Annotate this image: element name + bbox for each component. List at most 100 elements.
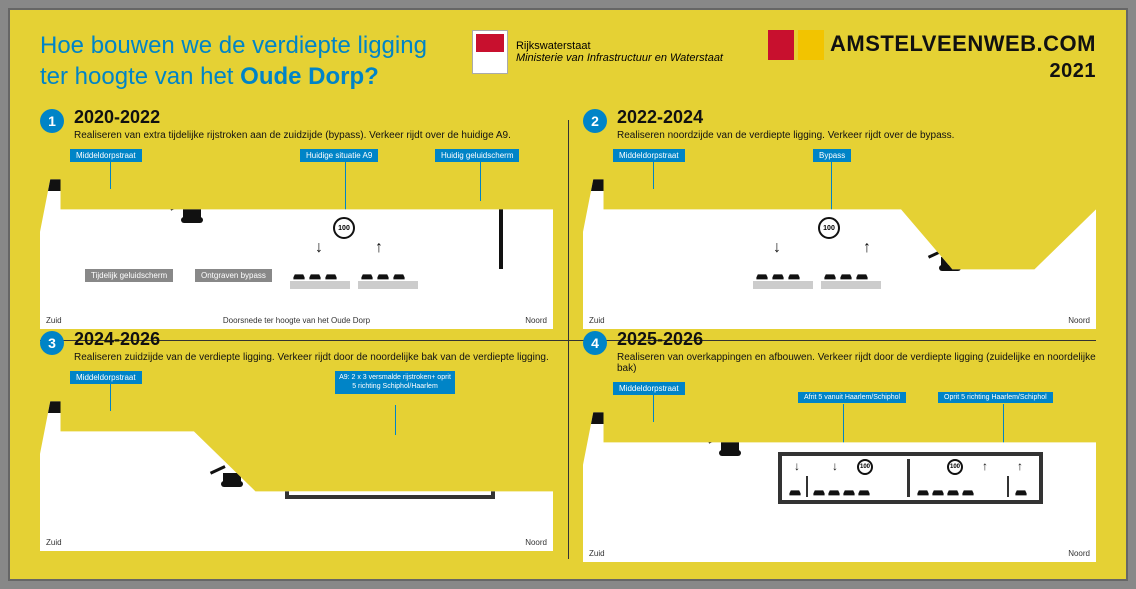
caption-noord: Noord [525, 316, 547, 325]
car-row [297, 481, 341, 491]
page-title: Hoe bouwen we de verdiepte ligging ter h… [40, 30, 427, 92]
pointer-line [110, 383, 111, 411]
caption-noord: Noord [1068, 316, 1090, 325]
label-middeldorpstraat: Middeldorpstraat [70, 149, 142, 162]
arrow-up-icon: ↑ [1017, 459, 1023, 473]
num-badge: 1 [40, 109, 64, 133]
label-bypass: Bypass [813, 149, 851, 162]
house-icon [46, 161, 72, 191]
road-block [623, 420, 653, 428]
pointer-line [653, 394, 654, 422]
tunnel-box: ↓ ↓ 100 100 ↑ ↑ [778, 452, 1043, 504]
panel-years: 2022-2024 [617, 107, 954, 128]
label-middeldorpstraat: Middeldorpstraat [613, 149, 685, 162]
org-text: Rijkswaterstaat Ministerie van Infrastru… [516, 40, 723, 64]
lion-shield-icon [798, 30, 824, 60]
house-icon [589, 161, 615, 191]
label-a9-versmald: A9: 2 x 3 versmalde rijstroken+ oprit 5 … [335, 371, 455, 394]
title-block: Hoe bouwen we de verdiepte ligging ter h… [40, 30, 427, 92]
caption-zuid: Zuid [46, 316, 62, 325]
panel-desc: Realiseren noordzijde van de verdiepte l… [617, 130, 954, 141]
panel-years: 2024-2026 [74, 329, 549, 350]
building-icon [116, 396, 138, 418]
label-huidige-situatie: Huidige situatie A9 [300, 149, 378, 162]
panel-desc: Realiseren van overkappingen en afbouwen… [617, 352, 1096, 374]
arrow-down-icon: ↓ [307, 450, 314, 466]
panel-desc: Realiseren van extra tijdelijke rijstrok… [74, 130, 511, 141]
info-banner: Hoe bouwen we de verdiepte ligging ter h… [8, 8, 1128, 581]
car-row [360, 271, 406, 281]
pointer-line [653, 161, 654, 189]
road-segment [753, 281, 813, 289]
road-block [623, 187, 653, 195]
caption-noord: Noord [525, 538, 547, 547]
sound-screen [499, 194, 503, 269]
car-row [755, 271, 801, 281]
caption-noord: Noord [1068, 549, 1090, 558]
pointer-line [1003, 404, 1004, 446]
speed-sign-100: 100 [333, 217, 355, 239]
num-badge: 4 [583, 331, 607, 355]
header: Hoe bouwen we de verdiepte ligging ter h… [40, 30, 1096, 92]
tunnel-divider [1007, 476, 1009, 497]
label-tijdelijk-geluidscherm: Tijdelijk geluidscherm [85, 269, 173, 282]
house-icon [589, 394, 615, 424]
panel-head: 2 2022-2024 Realiseren noordzijde van de… [583, 107, 1096, 141]
building-icon [659, 174, 681, 196]
label-middeldorpstraat: Middeldorpstraat [613, 382, 685, 395]
num-badge: 2 [583, 109, 607, 133]
panel-head: 3 2024-2026 Realiseren zuidzijde van de … [40, 329, 553, 363]
watermark-icons [768, 30, 824, 60]
house-icon [46, 383, 72, 413]
excavator-icon [175, 199, 205, 219]
arrow-up-icon: ↑ [375, 239, 383, 257]
pointer-line [110, 161, 111, 189]
num-badge: 3 [40, 331, 64, 355]
arrow-down-icon: ↓ [315, 239, 323, 257]
org-name: Rijkswaterstaat [516, 40, 723, 52]
panel-years: 2025-2026 [617, 329, 1096, 350]
label-ontgraven-bypass: Ontgraven bypass [195, 269, 272, 282]
panel-desc: Realiseren zuidzijde van de verdiepte li… [74, 352, 549, 363]
arrow-down-icon: ↓ [794, 459, 800, 473]
building-icon [116, 174, 138, 196]
title-line1: Hoe bouwen we de verdiepte ligging [40, 32, 427, 59]
watermark: AMSTELVEENWEB.COM 2021 [768, 30, 1096, 83]
pointer-line [843, 404, 844, 446]
label-oprit5: Oprit 5 richting Haarlem/Schiphol [938, 392, 1053, 403]
panel-2: 2 2022-2024 Realiseren noordzijde van de… [583, 107, 1096, 314]
excavator-icon [215, 463, 245, 483]
road-block [80, 187, 110, 195]
road-segment [821, 281, 881, 289]
panel-4: 4 2025-2026 Realiseren van overkappingen… [583, 329, 1096, 542]
tunnel-divider [409, 467, 411, 491]
caption-doorsnede: Doorsnede ter hoogte van het Oude Dorp [223, 316, 370, 325]
arrow-up-icon: ↑ [982, 459, 988, 473]
caption-zuid: Zuid [589, 316, 605, 325]
panel-1: 1 2020-2022 Realiseren van extra tijdeli… [40, 107, 553, 314]
car-row [357, 481, 401, 491]
watermark-year: 2021 [768, 60, 1096, 83]
speed-sign-100: 100 [857, 459, 873, 475]
arrow-up-icon: ↑ [424, 450, 431, 466]
arrow-up-icon: ↑ [863, 239, 871, 257]
car-row [417, 481, 461, 491]
building-icon [659, 407, 681, 429]
pointer-line [345, 161, 346, 211]
car-row [812, 487, 871, 497]
coat-of-arms-icon [472, 30, 508, 74]
tunnel-divider-main [907, 459, 910, 497]
speed-sign-100: 100 [947, 459, 963, 475]
road-block [80, 409, 110, 417]
title-line2: ter hoogte van het [40, 63, 240, 90]
car-row [916, 487, 975, 497]
arrow-down-icon: ↓ [773, 239, 781, 257]
car-row [788, 487, 802, 497]
tunnel-box: ↓ 90 ↑ [285, 441, 495, 499]
speed-sign-100: 100 [818, 217, 840, 239]
road-segment [290, 281, 350, 289]
tunnel-divider [349, 467, 351, 491]
org-block: Rijkswaterstaat Ministerie van Infrastru… [472, 30, 723, 74]
amsterdam-shield-icon [768, 30, 794, 60]
car-row [292, 271, 338, 281]
